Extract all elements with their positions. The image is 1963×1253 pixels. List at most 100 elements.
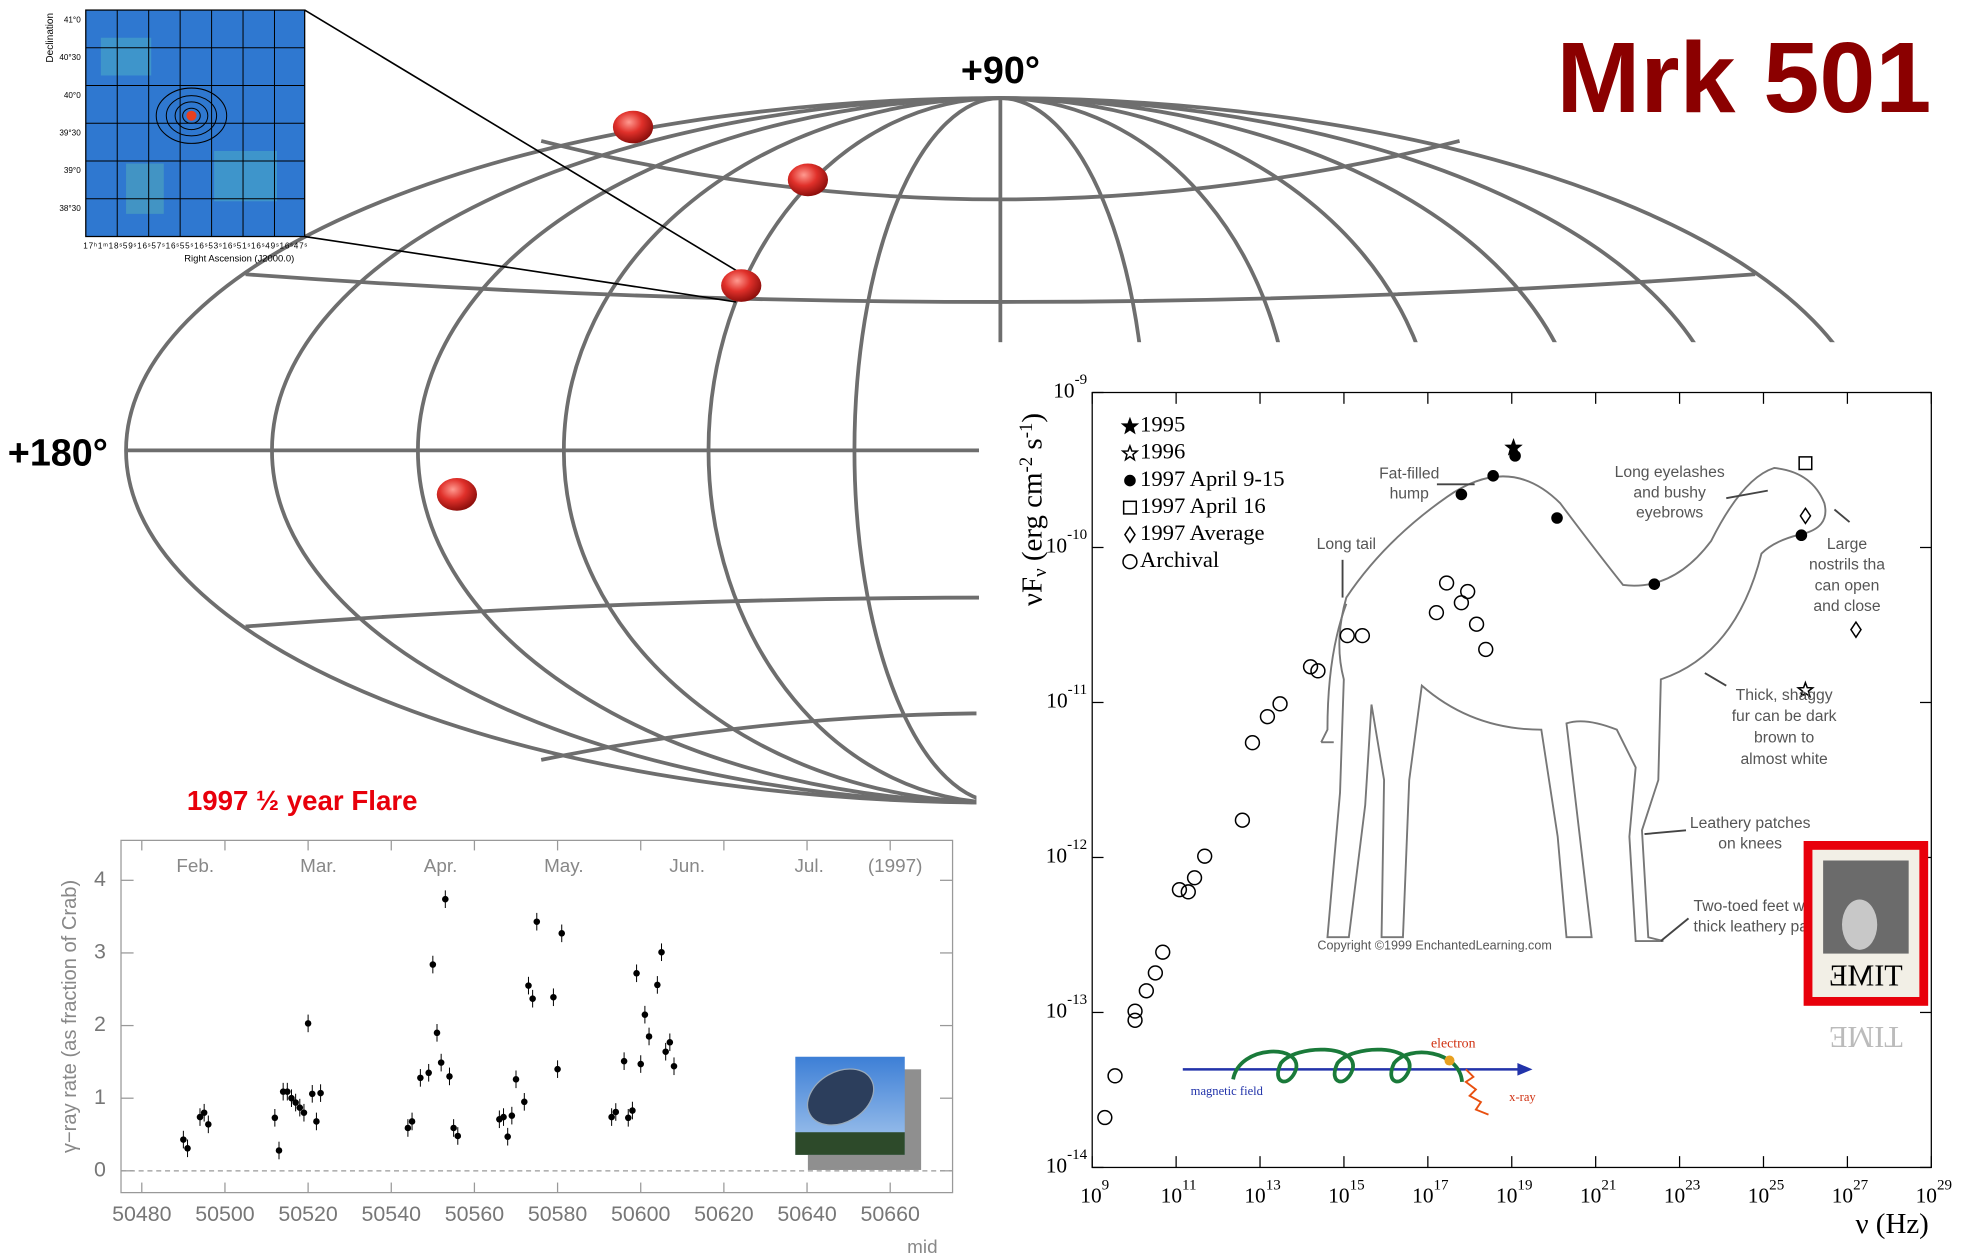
month-label: Jun. — [669, 855, 705, 876]
tick-exponent: 13 — [1266, 1178, 1281, 1194]
x-tick-label: 50560 — [445, 1202, 505, 1226]
slide: Mrk 501 +90° +180° Declination41°040°304… — [0, 0, 1963, 1253]
data-point — [438, 1059, 445, 1066]
x-tick-label: 50620 — [694, 1202, 754, 1226]
y-axis-label-part: ν — [1030, 568, 1051, 577]
tick-base: 10 — [1046, 998, 1067, 1022]
y-tick-label: 4 — [94, 867, 106, 891]
x-tick-label: 50580 — [528, 1202, 588, 1226]
inset-ytick: 39°0 — [64, 166, 81, 175]
month-label: Feb. — [176, 855, 214, 876]
data-point — [405, 1125, 412, 1132]
data-point — [301, 1109, 308, 1116]
tick-base: 10 — [1080, 1184, 1101, 1208]
data-point — [417, 1075, 424, 1082]
data-point — [509, 1112, 516, 1119]
x-axis-label: mjd — [907, 1236, 937, 1253]
camel-label: eyebrows — [1636, 504, 1703, 521]
tick-exponent: -10 — [1067, 528, 1087, 544]
data-point — [297, 1104, 304, 1111]
data-point — [409, 1118, 416, 1125]
tick-exponent: 21 — [1601, 1178, 1616, 1194]
legend-label: 1997 April 9-15 — [1140, 466, 1285, 491]
camel-label: Long eyelashes — [1615, 464, 1725, 481]
camel-label: nostrils tha — [1809, 557, 1885, 574]
chart-title: 1997 ½ year Flare — [187, 785, 418, 816]
y-axis-label-part: -1 — [1016, 423, 1037, 439]
data-point — [442, 896, 449, 903]
inset-ytick: 38°30 — [59, 204, 81, 213]
y-tick-label: 2 — [94, 1012, 106, 1036]
inset-ytick: 41°0 — [64, 15, 81, 24]
camel-label: fur can be dark — [1732, 708, 1837, 725]
electron-label: electron — [1431, 1035, 1476, 1050]
legend-label: 1996 — [1140, 439, 1185, 464]
data-point — [430, 961, 437, 968]
camel-label: can open — [1815, 577, 1880, 594]
camel-label: almost white — [1740, 751, 1828, 768]
data-point — [529, 995, 536, 1002]
y-axis-label-part: νF — [1016, 577, 1048, 606]
month-label: May. — [544, 855, 583, 876]
data-point — [455, 1133, 462, 1140]
data-point — [317, 1090, 324, 1097]
data-point — [205, 1121, 212, 1128]
data-point — [292, 1099, 299, 1106]
data-point — [550, 994, 557, 1001]
camel-label: thick leathery pa — [1694, 918, 1809, 935]
x-tick-label: 50640 — [777, 1202, 837, 1226]
camel-label: Long tail — [1317, 536, 1376, 553]
data-point — [554, 1066, 561, 1073]
data-point — [305, 1020, 312, 1027]
camel-label: and bushy — [1633, 484, 1706, 501]
data-point — [313, 1118, 320, 1125]
data-point — [608, 1114, 615, 1121]
data-point — [621, 1058, 628, 1065]
tick-exponent: 15 — [1350, 1178, 1365, 1194]
inset-ylabel: Declination — [45, 13, 56, 63]
data-point — [513, 1076, 520, 1083]
y-axis-label-part: (erg cm — [1016, 472, 1048, 568]
inset-xlabel: Right Ascension (J2000.0) — [184, 253, 294, 264]
data-point — [658, 949, 665, 956]
cover-title: TIME — [1829, 959, 1903, 993]
data-point — [276, 1147, 283, 1154]
mask — [976, 686, 989, 818]
data-point — [272, 1115, 279, 1122]
x-tick-label: 50520 — [278, 1202, 338, 1226]
tick-base: 10 — [1328, 1184, 1349, 1208]
inset-xticks: 17ʰ1ᵐ18ˢ59ˢ16ˢ57ˢ16ˢ55ˢ16ˢ53ˢ16ˢ51ˢ16ˢ49… — [83, 242, 307, 251]
camel-label: Large — [1827, 536, 1867, 553]
legend-label: Archival — [1140, 547, 1219, 572]
data-point — [309, 1091, 316, 1098]
month-label: Apr. — [424, 855, 458, 876]
tick-exponent: 29 — [1937, 1178, 1952, 1194]
x-tick-label: 50600 — [611, 1202, 671, 1226]
edge-label: +180° — [8, 431, 108, 473]
inset-ytick: 39°30 — [59, 129, 81, 138]
tick-exponent: -12 — [1067, 838, 1087, 854]
y-axis-label-part: -2 — [1016, 457, 1037, 473]
y-axis-label-part: ) — [1016, 413, 1048, 423]
inset-ytick: 40°30 — [59, 53, 81, 62]
data-point — [284, 1088, 291, 1095]
tick-base: 10 — [1244, 1184, 1265, 1208]
x-tick-label: 50500 — [195, 1202, 255, 1226]
data-point — [521, 1099, 528, 1106]
mask — [0, 818, 979, 1253]
tick-exponent: 9 — [1102, 1178, 1110, 1194]
data-point — [646, 1033, 653, 1040]
y-tick-label: 0 — [94, 1157, 106, 1181]
legend-label: 1995 — [1140, 412, 1185, 437]
tick-exponent: 27 — [1853, 1178, 1869, 1194]
camel-label: Leathery patches — [1690, 815, 1811, 832]
camel-label: Thick, shaggy — [1736, 687, 1833, 704]
data-point — [637, 1061, 644, 1068]
month-label: Mar. — [300, 855, 337, 876]
x-tick-label: 50480 — [112, 1202, 172, 1226]
data-point — [667, 1039, 674, 1046]
camel-label: and close — [1813, 598, 1881, 615]
data-point — [201, 1109, 208, 1116]
pole-label: +90° — [961, 49, 1040, 91]
tick-base: 10 — [1053, 378, 1074, 402]
